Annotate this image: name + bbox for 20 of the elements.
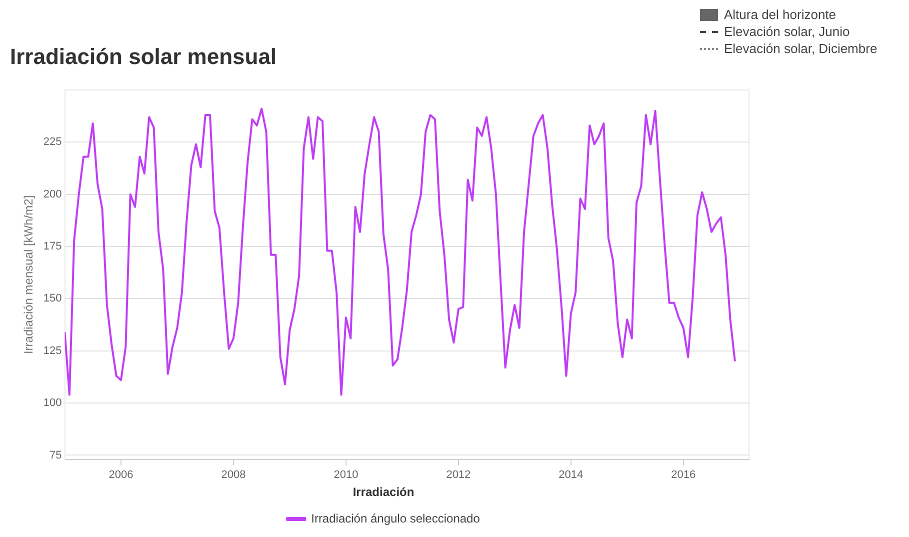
y-tick-label: 100 [43,397,62,410]
x-tick-label: 2006 [108,469,134,482]
y-tick-label: 200 [43,188,62,200]
y-tick-label: 225 [43,136,62,148]
x-tick-label: 2012 [446,469,471,482]
text: Elevación solar, Diciembre [724,40,878,57]
x-tick-label: 2014 [558,469,584,482]
x-tick-label: 2008 [221,469,246,482]
x-tick-label: 2010 [334,469,358,482]
text: Elevación solar, Junio [724,23,850,40]
text: Altura del horizonte [724,6,836,23]
y-tick-label: 75 [50,449,62,462]
legend-title: Irradiación [352,484,414,499]
x-tick-label: 2016 [671,469,696,482]
y-tick-label: 150 [43,292,62,305]
y-tick-label: 125 [43,344,62,357]
y-tick-label: 175 [43,240,62,253]
legend-label: Irradiación ángulo seleccionado [311,511,480,526]
y-axis-title: Irradiación mensual [kWh/m2] [22,195,36,354]
chart-title: Irradiación solar mensual [10,44,277,70]
